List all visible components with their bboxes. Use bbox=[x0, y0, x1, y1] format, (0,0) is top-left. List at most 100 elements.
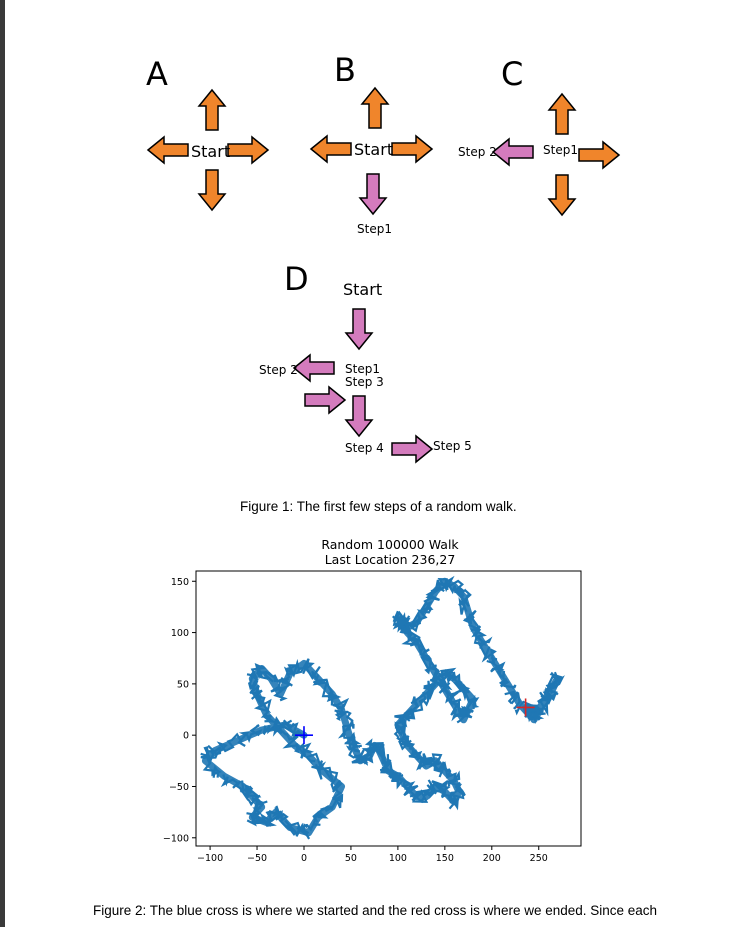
walk-segment bbox=[337, 719, 358, 748]
panel-b-step1-label: Step1 bbox=[357, 222, 392, 236]
walk-segment bbox=[210, 732, 243, 757]
arrow-left-pink-icon bbox=[492, 138, 534, 166]
walk-segment bbox=[273, 666, 295, 702]
arrow-left-icon bbox=[147, 136, 189, 164]
arrow-right-icon bbox=[227, 136, 269, 164]
walk-segment bbox=[200, 752, 222, 778]
walk-segment bbox=[448, 786, 466, 805]
x-tick-label: −100 bbox=[197, 853, 223, 864]
panel-d-letter: D bbox=[284, 260, 309, 298]
walk-segment bbox=[361, 738, 384, 762]
y-axis: −100 −50 0 50 100 150 bbox=[163, 577, 196, 844]
arrow-down-pink-icon bbox=[359, 173, 387, 215]
walk-segment bbox=[459, 683, 474, 704]
panel-a-letter: A bbox=[146, 55, 168, 93]
chart-subtitle: Last Location 236,27 bbox=[324, 552, 456, 567]
y-tick-label: 50 bbox=[177, 679, 189, 690]
walk-segment bbox=[259, 805, 281, 827]
figure2-caption: Figure 2: The blue cross is where we sta… bbox=[93, 903, 658, 918]
walk-segment bbox=[237, 783, 262, 801]
arrow-left-pink-icon bbox=[293, 354, 335, 382]
panel-d-step5-label: Step 5 bbox=[433, 439, 472, 453]
walk-segment bbox=[392, 612, 415, 633]
walk-segment bbox=[427, 779, 451, 793]
panel-a: Start bbox=[147, 89, 269, 211]
walk-segment bbox=[286, 658, 310, 678]
walk-segment bbox=[438, 685, 462, 711]
panel-b: Start Step1 bbox=[310, 87, 433, 236]
arrow-right-icon bbox=[391, 135, 433, 163]
walk-segment bbox=[326, 690, 350, 715]
walk-segment bbox=[262, 719, 293, 737]
arrow-right-pink-icon bbox=[304, 386, 346, 414]
walk-segment bbox=[496, 670, 517, 690]
panel-d-step1-label: Step1 bbox=[345, 362, 380, 376]
walk-segment bbox=[449, 579, 469, 605]
walk-segment bbox=[348, 744, 369, 765]
panel-b-start-label: Start bbox=[354, 140, 393, 159]
x-tick-label: 50 bbox=[345, 853, 357, 864]
panel-c: Step1 Step 2 bbox=[458, 93, 620, 216]
walk-segment bbox=[393, 720, 407, 740]
panel-c-step1-label: Step1 bbox=[543, 143, 578, 157]
walk-segment bbox=[263, 713, 283, 734]
walk-segment bbox=[428, 757, 449, 779]
walk-segment bbox=[401, 627, 421, 647]
walk-segment bbox=[286, 821, 310, 838]
y-tick-label: −100 bbox=[163, 833, 189, 844]
walk-segment bbox=[395, 729, 412, 751]
walk-segment bbox=[372, 745, 391, 765]
walk-segment bbox=[423, 677, 439, 700]
walk-segment bbox=[420, 587, 440, 614]
walk-segment bbox=[504, 690, 521, 710]
start-cross-marker bbox=[294, 726, 313, 745]
arrow-up-icon bbox=[198, 89, 226, 131]
walk-segment bbox=[343, 736, 362, 753]
walk-segment bbox=[279, 719, 305, 739]
walk-segment bbox=[270, 674, 286, 694]
walk-segment bbox=[255, 670, 275, 683]
marker-layer bbox=[294, 698, 535, 745]
walk-segment bbox=[274, 724, 301, 750]
x-tick-label: 0 bbox=[301, 853, 307, 864]
x-tick-label: 150 bbox=[436, 853, 454, 864]
arrow-down-icon bbox=[548, 174, 576, 216]
x-axis: −100 −50 0 50 100 150 200 250 bbox=[197, 846, 548, 864]
walk-segment bbox=[334, 709, 354, 731]
walk-segment bbox=[448, 697, 472, 722]
walk-segment bbox=[297, 662, 321, 683]
panel-c-letter: C bbox=[501, 55, 524, 93]
panel-d-step3-label: Step 3 bbox=[345, 375, 384, 389]
panel-c-step2-label: Step 2 bbox=[458, 145, 497, 159]
panel-d-step2-label: Step 2 bbox=[259, 363, 298, 377]
arrow-down-icon bbox=[198, 169, 226, 211]
walk-segment bbox=[431, 667, 453, 691]
y-tick-label: −50 bbox=[169, 782, 189, 793]
walk-segment bbox=[220, 774, 245, 793]
arrow-down-pink-icon bbox=[345, 308, 373, 350]
walk-segment bbox=[237, 724, 263, 747]
panel-b-letter: B bbox=[334, 51, 356, 89]
walk-segment bbox=[477, 636, 497, 665]
walk-segment bbox=[251, 689, 272, 720]
walk-segment bbox=[458, 588, 472, 615]
arrow-right-icon bbox=[578, 141, 620, 169]
arrow-left-icon bbox=[310, 135, 352, 163]
walk-segment bbox=[437, 575, 457, 595]
walk-segment bbox=[305, 752, 327, 773]
arrow-up-icon bbox=[548, 93, 576, 135]
panel-d: Start Step1 Step 3 Step 2 Step 4 Step 5 bbox=[259, 280, 472, 463]
x-tick-label: 100 bbox=[389, 853, 407, 864]
x-tick-label: −50 bbox=[247, 853, 267, 864]
page-edge bbox=[0, 0, 5, 927]
x-tick-label: 200 bbox=[483, 853, 501, 864]
y-tick-label: 150 bbox=[171, 577, 189, 588]
plot-frame bbox=[195, 570, 582, 847]
arrow-up-icon bbox=[361, 87, 389, 129]
y-tick-label: 0 bbox=[183, 731, 189, 742]
walk-layer bbox=[200, 575, 565, 840]
figure1-caption: Figure 1: The first few steps of a rando… bbox=[240, 499, 517, 514]
chart-title: Random 100000 Walk bbox=[321, 537, 459, 552]
walk-segment bbox=[314, 764, 343, 793]
walk-segment bbox=[312, 805, 333, 823]
